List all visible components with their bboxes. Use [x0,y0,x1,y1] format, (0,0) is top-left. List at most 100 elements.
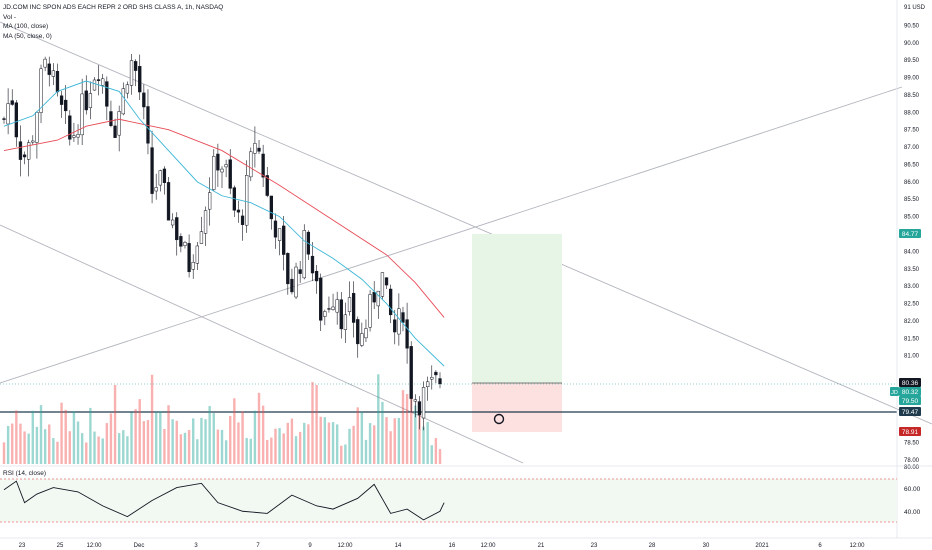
volume-bar [192,418,195,464]
entry-price-label: 80.36 [902,380,919,387]
volume-bar [134,409,137,464]
volume-bar [19,423,22,464]
volume-bar [6,425,10,464]
candle-body [351,293,356,323]
candle-body [245,175,249,226]
price-tick: 88.50 [904,93,920,99]
candle-body [2,118,6,120]
volume-bar [97,436,100,464]
volume-bar [249,438,252,464]
trendline-upper-channel[interactable] [0,21,932,425]
loss-zone[interactable] [472,383,562,432]
volume-bar [389,431,392,464]
volume-bar [109,413,113,464]
candle-body [290,278,294,293]
rsi-band [0,479,897,522]
candle-body [384,277,389,286]
volume-bar [294,436,298,464]
long-position-tool[interactable] [472,234,562,432]
volume-bar [216,429,220,464]
candle-body [339,299,343,330]
trendline-lower-channel[interactable] [0,224,524,464]
candle-body [51,70,56,77]
candle-body [413,399,417,402]
volume-bar [224,440,228,464]
price-markers: 84.77 80.36 JD 80.32 79.50 79.47 78.91 [890,229,921,436]
volume-bar [360,411,364,464]
trendline-rising[interactable] [0,86,903,384]
candle-body [228,159,232,189]
candle-body [405,319,409,349]
candle-body [282,225,286,255]
volume-bar [72,411,76,464]
candle-body [113,125,117,138]
volume-bar [23,431,26,464]
candle-body [22,154,27,158]
candle-body [277,228,282,241]
price-tick: 86.50 [904,162,920,168]
candle-body [331,306,335,310]
time-tick: 14 [395,543,402,549]
candle-body [101,78,105,86]
candle-body [35,112,39,143]
candle-body [138,66,142,93]
volume-bar [344,444,347,464]
volume-bar [122,430,125,464]
volume-bar [163,428,166,464]
candle-body [92,79,97,91]
ma50-line [3,80,445,367]
candle-body [183,242,187,246]
candle-body [269,195,274,220]
candle-body [397,308,401,335]
volume-bar [233,398,236,464]
candle-body [158,170,162,186]
candle-body [80,93,84,136]
candle-body [203,210,208,234]
legend-ma100: MA (100, close) [3,23,49,30]
rsi-tick-40: 40.00 [904,509,921,516]
volume-bar [138,399,141,464]
candle-body [310,255,315,274]
candle-body [175,217,179,241]
volume-bar [377,374,380,464]
volume-bar [15,410,18,464]
candle-body [125,84,130,94]
volume-bar [315,384,318,464]
price-tick: 89.50 [904,58,920,64]
candle-body [88,93,93,109]
ma100-line [3,118,445,318]
volume-bar [270,437,273,464]
volume-bar [352,425,355,464]
candle-body [117,111,121,136]
candle-body [216,153,220,171]
entry-price-badge [899,378,921,387]
ticker-price-label: 80.32 [902,389,919,396]
candle-body [368,294,372,328]
volume-bar [171,419,174,464]
volume-bar [76,421,80,464]
time-axis[interactable]: 23 25 12:00 Dec 3 7 9 12:00 14 16 12:00 21 23 28 30 202… [19,543,866,549]
ticker-tag-badge [890,387,899,396]
volume-bar [257,392,261,464]
candle-body [319,277,323,321]
volume-bar [204,419,207,464]
volume-bar [154,412,158,464]
volume-bar [356,407,359,464]
ticker-sub-badge [899,396,921,405]
candle-body [10,100,14,105]
candle-body [261,153,265,178]
time-tick: 6 [818,543,822,549]
rsi-pane[interactable]: 60.00 40.00 [0,465,932,523]
volume-bars [2,374,442,464]
price-tick: 90.00 [904,41,920,47]
trendlines[interactable] [0,21,932,464]
volume-bar [311,382,314,464]
candle-body [372,291,376,303]
candle-body [6,103,10,125]
profit-zone[interactable] [472,234,562,383]
volume-bar [187,430,191,464]
volume-bar [196,439,199,464]
stop-price-badge [899,427,921,436]
volume-bar [89,407,92,464]
